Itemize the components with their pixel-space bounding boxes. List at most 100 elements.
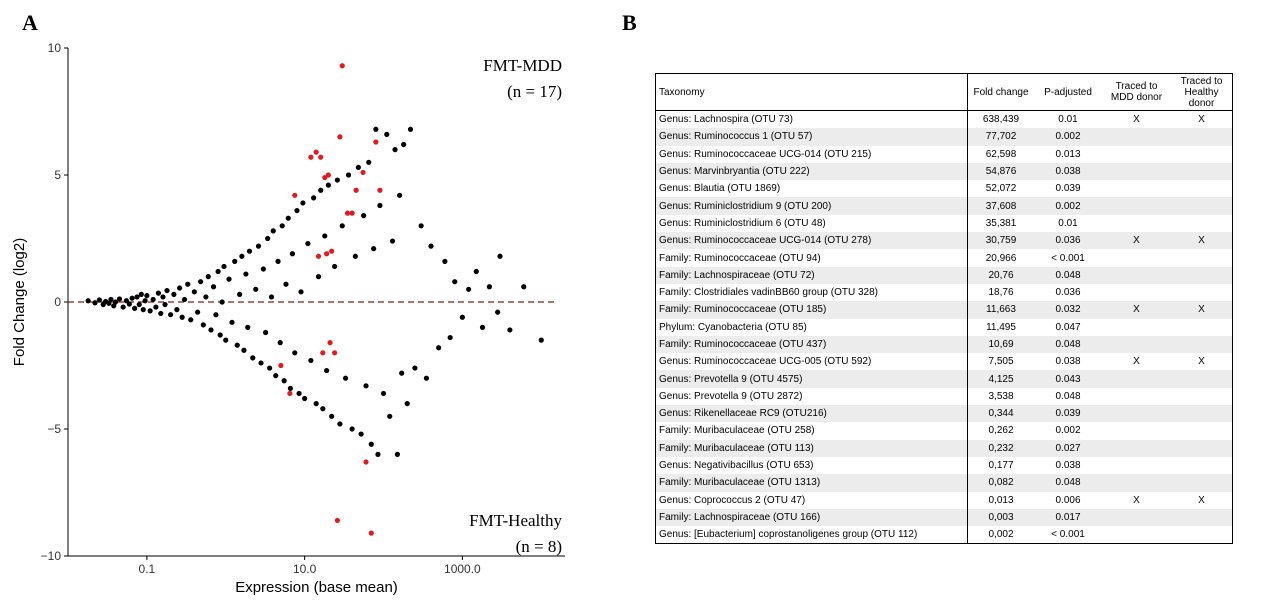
cell-taxonomy: Genus: Prevotella 9 (OTU 4575)	[655, 370, 968, 388]
header-p-adjusted: P-adjusted	[1034, 73, 1102, 111]
cell-traced-healthy	[1171, 388, 1233, 405]
header-traced-mdd-line2: MDD donor	[1110, 92, 1163, 103]
cell-p-adjusted: < 0.001	[1051, 252, 1085, 264]
data-point	[285, 215, 291, 221]
cell-traced-mdd	[1102, 388, 1171, 405]
cell-traced-healthy	[1171, 146, 1233, 163]
cell-fold-change: 3,538	[988, 390, 1014, 402]
data-point	[442, 258, 448, 264]
cell-traced-mdd	[1102, 128, 1171, 146]
data-point	[308, 357, 314, 364]
data-point	[237, 291, 243, 297]
cell-p-adjusted: 0.032	[1034, 301, 1102, 319]
cell-fold-change: 4,125	[967, 370, 1034, 388]
cell-traced-healthy	[1171, 128, 1233, 146]
cell-traced-healthy	[1171, 215, 1233, 232]
cell-fold-change: 37,608	[967, 197, 1034, 215]
data-point	[138, 291, 144, 297]
table-row: Family: Ruminococcaceae (OTU 185) 11,663 0…	[655, 301, 1233, 319]
data-point	[399, 370, 405, 376]
data-point	[332, 263, 338, 270]
data-point	[171, 291, 177, 297]
table-row: Genus: Ruminococcaceae UCG-005 (OTU 592)…	[655, 353, 1233, 371]
data-point	[158, 310, 164, 317]
data-point	[277, 340, 283, 346]
data-point	[198, 279, 204, 285]
y-tick-label: −10	[41, 549, 62, 563]
data-point	[250, 355, 256, 361]
cell-taxonomy: Family: Muribaculaceae (OTU 113)	[655, 439, 968, 457]
data-point	[423, 375, 430, 381]
cell-traced-mdd	[1102, 474, 1171, 492]
data-point	[325, 182, 331, 188]
y-tick-label: 10	[48, 41, 62, 55]
cell-p-adjusted: 0.038	[1055, 460, 1081, 472]
cell-taxonomy: Genus: Coprococcus 2 (OTU 47)	[655, 491, 968, 509]
cell-p-adjusted: 0.048	[1034, 474, 1102, 492]
cell-p-adjusted: 0.039	[1055, 183, 1081, 195]
data-point	[394, 451, 400, 457]
cell-fold-change: 0,344	[967, 405, 1034, 423]
data-point	[185, 281, 191, 287]
cell-taxonomy: Genus: [Eubacterium] coprostanoligenes g…	[655, 526, 968, 544]
cell-traced-mdd	[1102, 335, 1171, 354]
significant-point	[324, 251, 330, 257]
cell-taxonomy: Genus: Marvinbryantia (OTU 222)	[655, 162, 968, 181]
cell-taxonomy: Genus: Ruminococcaceae UCG-005 (OTU 592)	[655, 353, 968, 371]
data-point	[392, 147, 398, 153]
data-point	[203, 294, 209, 300]
data-point	[168, 312, 174, 318]
data-point	[85, 298, 91, 304]
data-point	[195, 309, 201, 315]
data-point	[136, 301, 142, 308]
cell-p-adjusted: 0.002	[1034, 197, 1102, 215]
data-point	[345, 172, 352, 178]
data-point	[241, 347, 247, 353]
significant-point	[373, 139, 379, 145]
data-point	[368, 441, 374, 447]
table-row: Phylum: Cyanobacteria (OTU 85) 11,495 0.04…	[655, 318, 1233, 336]
cell-taxonomy: Family: Lachnospiraceae (OTU 166)	[655, 508, 968, 527]
cell-taxonomy: Genus: Ruminiclostridium 9 (OTU 200)	[655, 197, 968, 215]
table-row: Family: Muribaculaceae (OTU 258) 0,262 0.0…	[655, 422, 1233, 440]
cell-taxonomy: Genus: Ruminiclostridium 6 (OTU 48)	[655, 214, 968, 233]
cell-taxonomy: Genus: Ruminococcaceae UCG-014 (OTU 215)	[655, 145, 968, 163]
y-tick-label: −5	[47, 422, 61, 436]
cell-traced-healthy	[1171, 319, 1233, 336]
data-point	[275, 258, 281, 264]
data-point	[389, 238, 396, 244]
cell-fold-change: 0,177	[988, 460, 1014, 472]
data-point	[174, 307, 180, 313]
cell-traced-healthy	[1171, 180, 1233, 197]
data-point	[229, 319, 235, 325]
cell-fold-change: 0,002	[988, 529, 1014, 541]
y-axis-title: Fold Change (log2)	[11, 238, 28, 366]
cell-fold-change: 11,495	[986, 321, 1016, 333]
table-row: Genus: Prevotella 9 (OTU 2872) 3,538 0.048	[655, 387, 1233, 406]
table-row: Family: Clostridiales vadinBB60 group (O…	[655, 283, 1233, 302]
header-traced-mdd-line1: Traced to	[1115, 81, 1158, 92]
y-tick-label: 0	[54, 295, 61, 309]
cell-traced-healthy: X	[1198, 494, 1205, 506]
cell-taxonomy: Family: Ruminococcaceae (OTU 185)	[655, 301, 968, 319]
data-point	[371, 246, 377, 252]
data-point	[355, 164, 361, 170]
cell-p-adjusted: 0.048	[1055, 390, 1081, 402]
data-point	[262, 329, 269, 336]
cell-fold-change: 7,505	[988, 356, 1014, 368]
data-point	[337, 421, 343, 427]
table-row: Genus: Blautia (OTU 1869) 52,072 0.039	[655, 180, 1233, 198]
data-point	[428, 243, 434, 249]
table-row: Genus: Ruminiclostridium 6 (OTU 48) 35,38…	[655, 214, 1233, 233]
data-point	[129, 295, 135, 301]
data-point	[123, 298, 129, 304]
data-point	[334, 177, 340, 183]
data-point	[181, 296, 188, 303]
table-row: Family: Lachnospiraceae (OTU 72) 20,76 0.0…	[655, 266, 1233, 284]
cell-taxonomy: Genus: Rikenellaceae RC9 (OTU216)	[655, 405, 968, 423]
data-point	[134, 294, 140, 300]
cell-taxonomy: Family: Clostridiales vadinBB60 group (O…	[655, 283, 968, 302]
cell-traced-mdd	[1102, 266, 1171, 284]
data-point	[349, 426, 355, 432]
header-fold-change: Fold change	[967, 73, 1034, 111]
